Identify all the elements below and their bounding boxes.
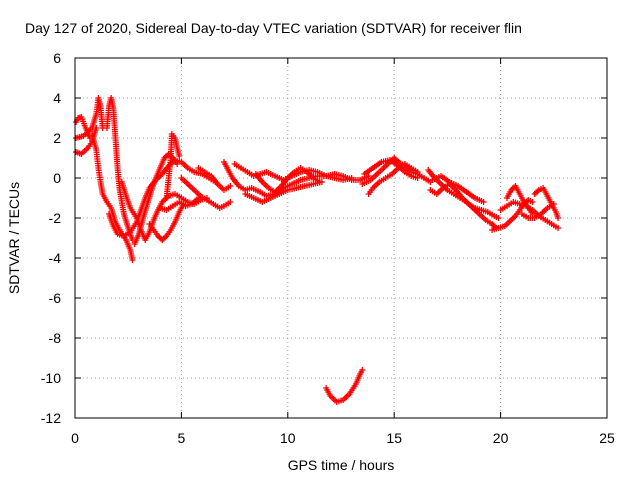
x-tick-label: 10 (280, 430, 296, 446)
data-point (174, 161, 181, 167)
x-tick-labels: 0 5 10 15 20 25 (71, 430, 615, 446)
y-tick-label: -2 (49, 210, 62, 226)
data-point (176, 153, 183, 159)
data-series-sdtvar (73, 95, 562, 405)
y-tick-label: -12 (41, 410, 61, 426)
plot-frame (74, 57, 608, 419)
data-point (495, 215, 502, 221)
x-axis-label: GPS time / hours (288, 457, 395, 473)
axis-ticks (74, 57, 608, 419)
x-tick-label: 20 (493, 430, 509, 446)
y-tick-label: 0 (53, 170, 61, 186)
y-tick-labels: 6 4 2 0 -2 -4 -6 -8 -10 -12 (41, 50, 61, 426)
x-tick-label: 15 (386, 430, 402, 446)
data-point (414, 169, 421, 175)
data-point (348, 175, 355, 181)
y-tick-label: 2 (53, 130, 61, 146)
y-tick-label: -4 (49, 250, 62, 266)
data-point (550, 201, 557, 207)
x-tick-label: 25 (599, 430, 615, 446)
data-point (555, 215, 562, 221)
data-point (555, 225, 562, 231)
y-tick-label: 4 (53, 90, 61, 106)
chart-title: Day 127 of 2020, Sidereal Day-to-day VTE… (25, 20, 522, 36)
data-point (414, 175, 421, 181)
y-tick-label: -8 (49, 330, 62, 346)
data-point (129, 257, 136, 263)
data-point (316, 179, 323, 185)
y-axis-label: SDTVAR / TECUs (6, 182, 22, 294)
data-point (480, 199, 487, 205)
x-tick-label: 5 (178, 430, 186, 446)
data-point (227, 199, 234, 205)
y-tick-label: -6 (49, 290, 62, 306)
grid-lines (75, 58, 607, 418)
data-point (359, 367, 366, 373)
y-tick-label: -10 (41, 370, 61, 386)
data-point (227, 183, 234, 189)
x-tick-label: 0 (71, 430, 79, 446)
y-tick-label: 6 (53, 50, 61, 66)
data-point (529, 199, 536, 205)
